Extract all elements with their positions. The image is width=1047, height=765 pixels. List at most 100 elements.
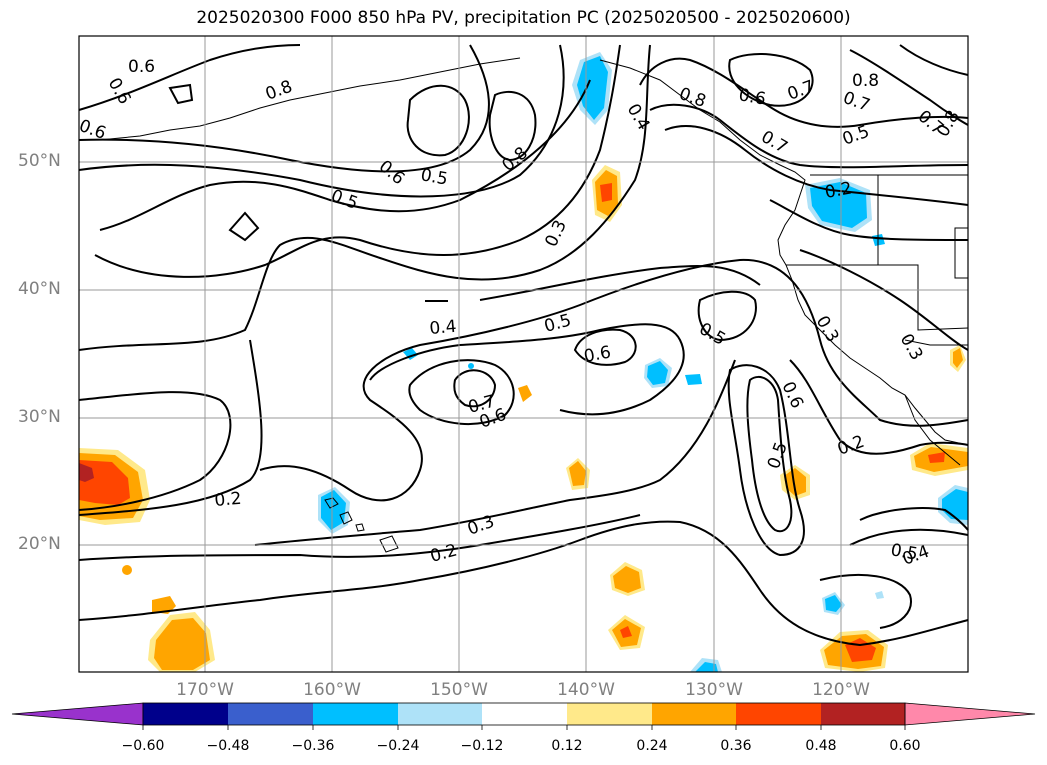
contour-label: 0.5 (889, 540, 919, 564)
coastlines (99, 57, 969, 553)
contour-label: 0.6 (104, 75, 135, 108)
pv-contour (259, 258, 969, 502)
pv-contour (168, 83, 194, 105)
pv-contour (78, 44, 301, 111)
colorbar-segment (398, 703, 482, 725)
coastline (339, 511, 353, 525)
precip-blob (825, 595, 842, 612)
contour-label: 0.8 (498, 143, 532, 176)
precip-blob (695, 662, 718, 672)
colorbar-segment (313, 703, 398, 725)
coastline (355, 523, 365, 532)
precip-blob (321, 490, 346, 530)
lon-label-120w: 120°W (812, 680, 870, 700)
colorbar-segment (652, 703, 736, 725)
colorbar-label: −0.24 (376, 738, 420, 754)
pv-contour (573, 328, 637, 366)
precip-blob (577, 56, 608, 120)
pv-contour (453, 369, 497, 408)
pv-contour (859, 507, 969, 531)
contour-label: 0.8 (933, 107, 964, 140)
contour-label: 0.7 (758, 127, 791, 158)
pv-contour (819, 574, 912, 629)
pv-contour (78, 44, 651, 351)
colorbar-segment (482, 703, 567, 725)
colorbar (11, 702, 1036, 730)
lon-label-160w: 160°W (303, 680, 361, 700)
pv-contour (78, 520, 969, 647)
contour-label: 0.5 (764, 439, 792, 471)
contour-label: 0.3 (541, 217, 571, 250)
lon-label-140w: 140°W (557, 680, 615, 700)
contour-labels: 0.6 0.6 0.6 0.8 0.6 0.5 0.5 0.8 0.3 0.4 … (76, 57, 964, 570)
precip-blob (518, 385, 532, 402)
pv-contour (406, 84, 470, 157)
contour-label: 0.2 (823, 179, 853, 203)
pv-contour (746, 375, 793, 533)
precip-blob (875, 591, 884, 599)
pv-contour (849, 528, 969, 546)
precip-blob (122, 565, 132, 575)
contour-label: 0.5 (542, 311, 573, 337)
pv-contour (408, 359, 515, 426)
precip-blob (620, 626, 632, 638)
colorbar-label: 0.12 (551, 738, 583, 754)
contour-label: 0.8 (852, 71, 879, 91)
contour-label: 0.3 (896, 331, 927, 364)
precip-blob (152, 596, 176, 614)
colorbar-segment (228, 703, 313, 725)
contour-label: 0.3 (812, 313, 843, 346)
contour-label: 0.6 (375, 157, 409, 190)
pv-contour (789, 359, 969, 455)
pv-contour (78, 44, 490, 173)
pv-contours (78, 44, 969, 647)
map-frame (78, 35, 969, 673)
coastline (99, 57, 521, 141)
pv-contour (94, 44, 621, 278)
lon-label-130w: 130°W (685, 680, 743, 700)
colorbar-label: −0.12 (460, 738, 504, 754)
pv-contour (727, 364, 805, 557)
pv-contour (78, 339, 263, 516)
pv-contour (899, 44, 969, 76)
precip-blob (403, 348, 418, 360)
precip-blob (600, 183, 612, 202)
pv-contour (369, 323, 685, 416)
contour-label: 0.2 (214, 489, 243, 511)
contour-label: 0.5 (328, 186, 360, 214)
colorbar-extend-left (11, 702, 144, 726)
pv-contour (697, 290, 757, 342)
pv-contour (849, 49, 969, 126)
pv-contour (78, 514, 641, 561)
contour-label: 0.2 (428, 541, 459, 567)
lat-label-30n: 30°N (18, 407, 61, 427)
precip-blob (613, 566, 641, 593)
coastline (324, 497, 339, 509)
border (904, 339, 968, 346)
contour-label: 0.6 (582, 343, 612, 367)
contour-label: 0.6 (128, 57, 155, 77)
map-title: 2025020300 F000 850 hPa PV, precipitatio… (196, 8, 851, 28)
contour-label: 0.2 (835, 432, 867, 460)
border (786, 264, 969, 331)
precip-blob (953, 348, 963, 368)
pv-contour (664, 125, 969, 206)
colorbar-label: 0.24 (636, 738, 668, 754)
precip-shading (79, 52, 968, 672)
colorbar-segment (143, 703, 228, 725)
colorbar-label: −0.48 (206, 738, 250, 754)
pv-contour (649, 103, 969, 169)
precip-blob (154, 618, 210, 670)
border (954, 227, 969, 279)
colorbar-frame (142, 702, 906, 726)
colorbar-segment (736, 703, 821, 725)
contour-label: 0.6 (737, 85, 767, 109)
precip-blob (928, 452, 945, 463)
pv-contour (488, 90, 537, 162)
contour-label: 0.8 (676, 84, 708, 112)
pv-contour (799, 249, 969, 351)
grid-lines (79, 36, 968, 672)
pv-contour (769, 199, 969, 241)
precip-blob (647, 361, 668, 385)
